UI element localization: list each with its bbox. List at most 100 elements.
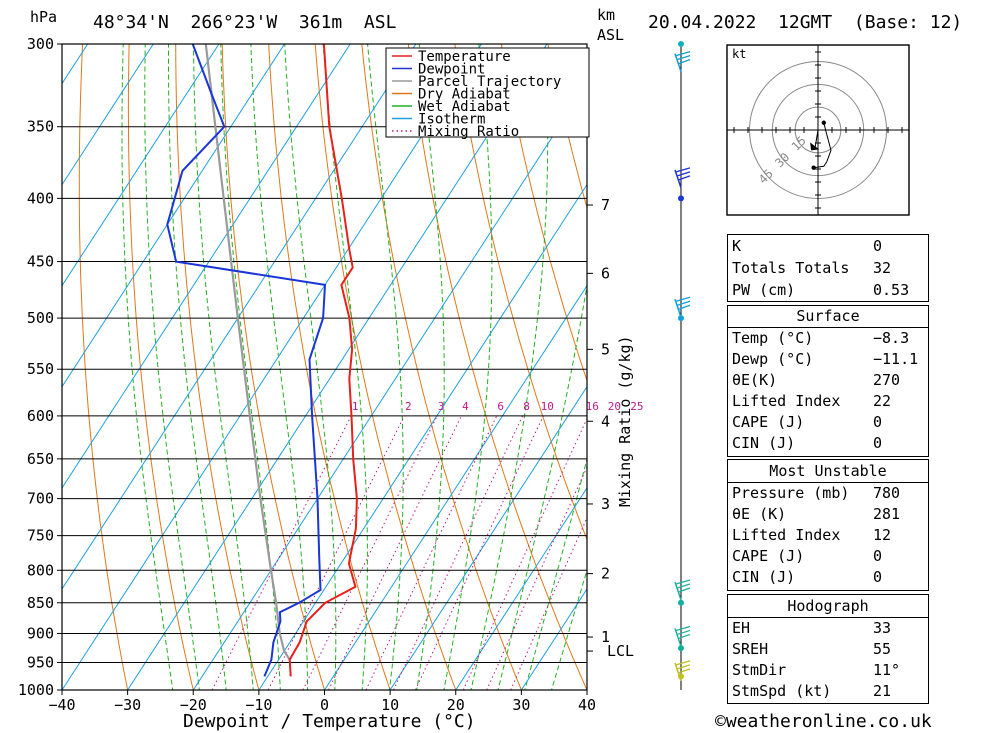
wind-barb bbox=[674, 167, 691, 189]
temperature-tick-label: 40 bbox=[578, 696, 596, 714]
isotherm-line bbox=[323, 284, 587, 690]
pressure-tick-label: 900 bbox=[27, 624, 54, 642]
temperature-tick-label: 10 bbox=[381, 696, 399, 714]
surface-row-dewp: Dewp (°C) −11.1 bbox=[732, 350, 919, 368]
legend-label: Dewpoint bbox=[418, 62, 485, 78]
mixing-ratio-label: 8 bbox=[523, 400, 530, 413]
location-title: 48°34'N 266°23'W 361m ASL bbox=[93, 12, 397, 33]
mixing-ratio-line bbox=[328, 415, 462, 690]
pressure-axis: 300 350 400 450 500 550 600 650 700 750 800 850 900 9… bbox=[18, 35, 62, 699]
legend-label: Wet Adiabat bbox=[418, 99, 511, 115]
surface-row-cin: CIN (J) 0 bbox=[732, 434, 883, 452]
hodograph-point bbox=[821, 120, 826, 125]
mu-row-cin: CIN (J) 0 bbox=[732, 568, 883, 586]
pressure-tick-label: 500 bbox=[27, 309, 54, 327]
pressure-tick-label: 950 bbox=[27, 653, 54, 671]
mixing-ratio-line bbox=[365, 415, 498, 690]
height-axis: 1 2 3 4 5 6 7 LCL bbox=[587, 196, 634, 660]
isotherm-line bbox=[455, 487, 587, 690]
mixing-ratio-label: 2 bbox=[405, 400, 412, 413]
height-tick-label: 1 bbox=[601, 628, 610, 646]
wind-level-marker bbox=[678, 645, 684, 652]
mixing-ratio-label: 1 bbox=[352, 400, 359, 413]
most-unstable-title: Most Unstable bbox=[769, 462, 887, 480]
dry-adiabat-line bbox=[78, 44, 129, 690]
mixing-ratio-axis-label: Mixing Ratio (g/kg) bbox=[616, 335, 634, 507]
mixing-ratio-label: 10 bbox=[541, 400, 554, 413]
km-label: km bbox=[597, 6, 615, 24]
hodo-row-eh: EH 33 bbox=[732, 619, 892, 637]
surface-title: Surface bbox=[796, 307, 860, 325]
index-row-totals: Totals Totals 32 bbox=[732, 259, 892, 277]
mu-row-thetae: θE (K) 281 bbox=[732, 505, 901, 523]
isotherm-line bbox=[389, 385, 587, 690]
datetime-title: 20.04.2022 12GMT (Base: 12) bbox=[648, 12, 962, 33]
hodo-row-stmspd: StmSpd (kt) 21 bbox=[732, 682, 892, 700]
asl-label: ASL bbox=[597, 26, 624, 44]
mixing-ratio-label: 3 bbox=[438, 400, 445, 413]
pressure-tick-label: 400 bbox=[27, 189, 54, 207]
mixing-ratio-line bbox=[393, 415, 524, 690]
temperature-tick-label: −10 bbox=[245, 696, 272, 714]
wind-level-marker bbox=[678, 599, 684, 606]
mixing-ratio-label: 16 bbox=[586, 400, 599, 413]
height-tick-label: 7 bbox=[601, 196, 610, 214]
height-tick-label: 6 bbox=[601, 264, 610, 282]
hodograph-title: Hodograph bbox=[787, 597, 869, 615]
pressure-tick-label: 650 bbox=[27, 450, 54, 468]
copyright-link[interactable]: ©weatheronline.co.uk bbox=[715, 711, 932, 732]
isotherm-line bbox=[62, 44, 154, 186]
hodograph-table: Hodograph EH 33 SREH 55 StmDir 11° StmSpd (… bbox=[727, 594, 929, 704]
mixing-ratio-label: 4 bbox=[462, 400, 469, 413]
wind-barb bbox=[674, 660, 691, 682]
mixing-ratio-labels: 1 2 3 4 6 8 10 16 20 25 bbox=[352, 400, 644, 413]
wet-adiabat-line bbox=[550, 568, 587, 690]
surface-table: Surface Temp (°C) −8.3 Dewp (°C) −11.1 θE(… bbox=[727, 305, 929, 457]
surface-row-thetae: θE(K) 270 bbox=[732, 371, 901, 389]
pressure-tick-label: 800 bbox=[27, 561, 54, 579]
wind-level-marker bbox=[678, 315, 684, 322]
isotherm-line bbox=[62, 44, 351, 489]
pressure-tick-label: 750 bbox=[27, 527, 54, 545]
isotherm-line bbox=[62, 44, 89, 85]
wet-adiabat-line bbox=[524, 456, 587, 690]
hodograph-unit-label: kt bbox=[732, 47, 746, 61]
legend-label: Parcel Trajectory bbox=[418, 74, 561, 90]
hodograph-trace bbox=[813, 122, 832, 169]
wind-barb bbox=[674, 296, 691, 318]
wet-adiabat-line bbox=[144, 44, 200, 690]
temperature-tick-label: −20 bbox=[180, 696, 207, 714]
temperature-tick-label: 0 bbox=[320, 696, 329, 714]
height-tick-label: 3 bbox=[601, 495, 610, 513]
surface-row-li: Lifted Index 22 bbox=[732, 392, 892, 410]
x-axis-label: Dewpoint / Temperature (°C) bbox=[183, 711, 476, 732]
wind-barb bbox=[674, 579, 691, 601]
lcl-label: LCL bbox=[607, 642, 634, 660]
pressure-tick-label: 850 bbox=[27, 594, 54, 612]
storm-motion-marker bbox=[810, 142, 820, 151]
mixing-ratio-line bbox=[211, 415, 352, 690]
mixing-ratio-line bbox=[302, 415, 438, 690]
pressure-tick-label: 350 bbox=[27, 118, 54, 136]
mu-row-pressure: Pressure (mb) 780 bbox=[732, 484, 901, 502]
wet-adiabat-line bbox=[470, 44, 549, 690]
pressure-tick-label: 450 bbox=[27, 253, 54, 271]
wet-adiabat-line bbox=[220, 44, 281, 690]
height-tick-label: 2 bbox=[601, 565, 610, 583]
isotherm-line bbox=[62, 44, 220, 287]
index-row-pw: PW (cm) 0.53 bbox=[732, 281, 910, 299]
mixing-ratio-label: 6 bbox=[497, 400, 504, 413]
hodograph-point bbox=[811, 165, 816, 170]
pressure-tick-label: 700 bbox=[27, 490, 54, 508]
wind-profile bbox=[674, 41, 691, 690]
pressure-unit-label: hPa bbox=[30, 8, 57, 26]
surface-row-temp: Temp (°C) −8.3 bbox=[732, 329, 910, 347]
wet-adiabat-line bbox=[121, 44, 174, 690]
legend-label: Mixing Ratio bbox=[418, 124, 519, 140]
sounding-series bbox=[166, 44, 358, 677]
